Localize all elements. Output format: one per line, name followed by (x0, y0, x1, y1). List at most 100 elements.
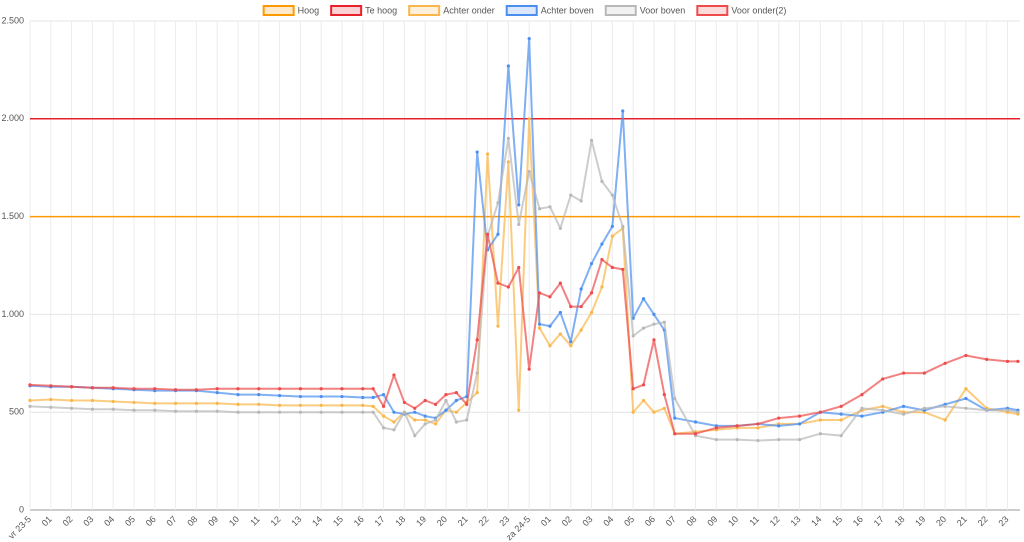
data-point (569, 193, 573, 197)
data-point (558, 310, 562, 315)
data-point (537, 207, 542, 211)
data-point (558, 332, 562, 336)
data-point (839, 434, 843, 438)
data-point (777, 437, 781, 442)
data-point (69, 398, 74, 403)
data-point (797, 414, 802, 418)
x-tick-label: 19 (414, 514, 428, 528)
data-point (132, 400, 136, 405)
x-tick-label: 16 (851, 514, 865, 528)
x-tick-label: 07 (165, 514, 179, 528)
data-point (673, 416, 677, 420)
data-point (194, 401, 198, 405)
x-tick-label: 10 (726, 514, 740, 528)
data-point (277, 387, 282, 391)
data-point (90, 386, 94, 390)
data-point (1016, 410, 1020, 414)
data-point (662, 392, 666, 397)
series-line (29, 233, 1018, 435)
data-point (475, 338, 479, 342)
data-point (392, 373, 396, 377)
data-point (371, 387, 375, 391)
x-tick-label: 11 (747, 514, 761, 528)
data-point (496, 201, 500, 205)
data-point (298, 403, 302, 407)
data-point (652, 338, 656, 342)
data-point (964, 406, 968, 410)
data-point (901, 412, 906, 416)
data-point (797, 422, 802, 426)
data-point (340, 410, 344, 414)
data-point (298, 387, 302, 391)
x-tick-label: 06 (144, 514, 158, 528)
data-point (652, 322, 656, 326)
data-point (277, 393, 282, 398)
data-point (1005, 408, 1010, 412)
data-point (361, 395, 365, 400)
data-point (153, 387, 157, 391)
data-point (517, 265, 521, 270)
data-point (527, 170, 531, 174)
data-point (631, 334, 635, 338)
data-point (673, 432, 677, 436)
data-point (194, 409, 198, 413)
data-point (589, 291, 594, 295)
series-line (29, 37, 1019, 427)
data-point (610, 193, 614, 197)
data-point (69, 406, 74, 410)
data-point (662, 406, 666, 410)
data-point (298, 394, 302, 399)
x-tick-label: 21 (955, 514, 969, 528)
data-point (132, 387, 136, 391)
data-point (475, 371, 479, 375)
data-point (506, 285, 510, 289)
data-point (610, 265, 614, 270)
data-point (579, 199, 583, 203)
data-point (610, 224, 614, 228)
data-point (839, 412, 843, 416)
data-point (506, 64, 510, 68)
x-tick-label: 17 (872, 514, 886, 528)
data-point (527, 367, 531, 371)
data-point (371, 404, 375, 408)
data-point (381, 426, 386, 430)
data-point (527, 37, 531, 41)
data-point (818, 418, 822, 422)
legend-label: Voor onder(2) (731, 5, 786, 15)
data-point (818, 432, 822, 436)
data-point (537, 322, 542, 326)
data-point (215, 409, 219, 413)
legend-swatch (505, 5, 538, 16)
data-point (111, 386, 115, 390)
x-tick-label: 21 (456, 514, 470, 528)
data-point (600, 258, 604, 262)
data-point (423, 418, 427, 422)
data-point (777, 424, 781, 428)
data-point (69, 385, 74, 389)
data-point (860, 414, 864, 418)
x-tick-label: 18 (393, 514, 407, 528)
data-point (506, 160, 510, 164)
data-point (881, 377, 885, 381)
data-point (257, 387, 261, 391)
data-point (340, 403, 344, 407)
x-tick-label: 03 (580, 514, 594, 528)
data-point (319, 403, 323, 407)
x-tick-label: 14 (809, 514, 823, 528)
legend-swatch (408, 5, 441, 16)
data-point (236, 392, 240, 397)
data-point (236, 410, 240, 414)
data-point (818, 410, 822, 414)
legend-swatch (330, 5, 363, 16)
data-point (964, 353, 968, 358)
legend-swatch (262, 5, 295, 16)
data-point (1016, 359, 1020, 363)
data-point (215, 391, 219, 395)
data-point (236, 402, 240, 406)
data-point (371, 410, 375, 414)
x-tick-label: 05 (622, 514, 636, 528)
data-point (839, 404, 843, 408)
x-tick-label: 20 (934, 514, 948, 528)
data-point (506, 136, 510, 140)
